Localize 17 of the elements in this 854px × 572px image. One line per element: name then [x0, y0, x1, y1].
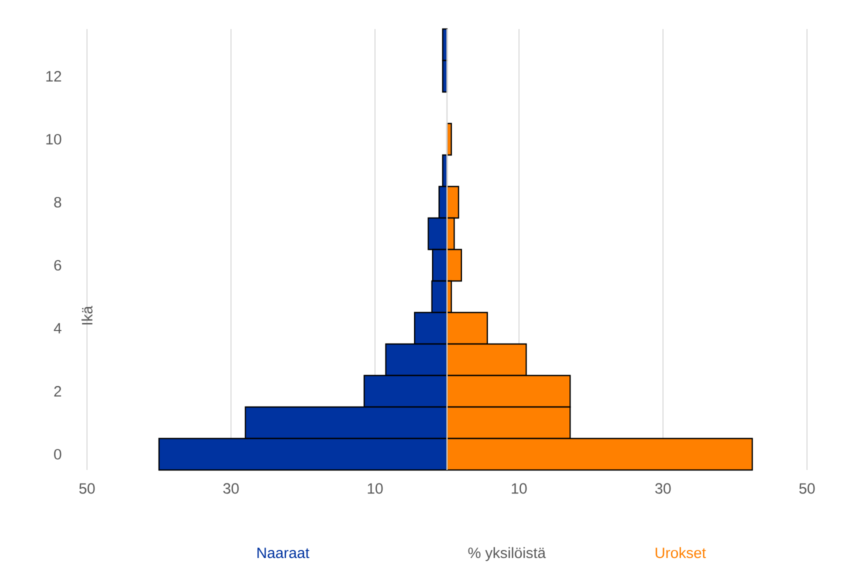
y-tick-label: 6	[54, 260, 62, 271]
text: Urokset	[656, 547, 706, 558]
y-tick-label: 2	[54, 386, 62, 396]
x-tick-label: 50	[799, 483, 815, 494]
x-tick-label: 10	[368, 483, 383, 494]
y-tick-label: 10	[46, 134, 62, 145]
x-tick-label: 50	[79, 483, 95, 494]
y-tick-label: 4	[54, 323, 62, 334]
y-tick-label: 0	[54, 448, 62, 460]
x-tick-label: 30	[655, 483, 671, 494]
x-tick-label: 30	[223, 483, 239, 494]
x-tick-label: 10	[512, 483, 527, 494]
text: Naaraat	[257, 548, 310, 558]
y-tick-label: 8	[54, 196, 62, 208]
x-axis-title: % yksilöistä	[468, 547, 546, 562]
y-axis-title: Ikä	[82, 306, 92, 324]
y-tick-label: 12	[46, 71, 62, 82]
